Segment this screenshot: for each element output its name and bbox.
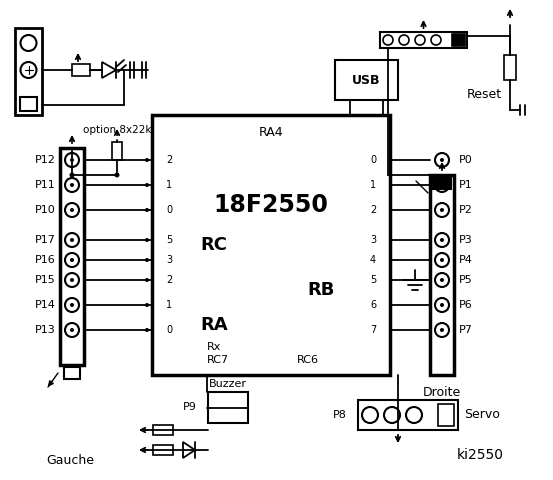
Circle shape (114, 172, 119, 178)
Text: P16: P16 (35, 255, 56, 265)
Circle shape (70, 278, 74, 282)
Circle shape (70, 183, 74, 187)
Circle shape (145, 303, 149, 307)
Text: 0: 0 (166, 325, 172, 335)
Text: RC6: RC6 (297, 355, 319, 365)
Text: P0: P0 (459, 155, 473, 165)
Circle shape (440, 328, 444, 332)
Text: P14: P14 (35, 300, 56, 310)
Text: 5: 5 (166, 235, 172, 245)
Text: P3: P3 (459, 235, 473, 245)
Bar (64, 367, 80, 379)
Text: P8: P8 (333, 410, 347, 420)
Text: 7: 7 (370, 325, 376, 335)
Circle shape (70, 172, 75, 178)
Circle shape (440, 238, 444, 242)
Circle shape (70, 328, 74, 332)
Bar (72, 64, 90, 76)
Bar (153, 445, 173, 455)
Text: RA: RA (200, 316, 228, 334)
Bar (208, 392, 248, 423)
Text: P4: P4 (459, 255, 473, 265)
Text: RC: RC (200, 236, 227, 254)
Text: P1: P1 (459, 180, 473, 190)
Text: 3: 3 (370, 235, 376, 245)
Text: 0: 0 (370, 155, 376, 165)
Text: 1: 1 (166, 300, 172, 310)
Text: P12: P12 (35, 155, 56, 165)
Text: P2: P2 (459, 205, 473, 215)
Circle shape (440, 183, 444, 187)
Bar (504, 55, 516, 80)
Circle shape (440, 208, 444, 212)
Circle shape (145, 208, 149, 212)
Text: Gauche: Gauche (46, 454, 94, 467)
Circle shape (145, 328, 149, 332)
Circle shape (70, 303, 74, 307)
Text: RA4: RA4 (259, 127, 283, 140)
Bar (15, 28, 42, 115)
Text: RC7: RC7 (207, 355, 229, 365)
Text: P7: P7 (459, 325, 473, 335)
Text: 6: 6 (370, 300, 376, 310)
Text: 1: 1 (166, 180, 172, 190)
Text: Servo: Servo (464, 408, 500, 421)
Text: 4: 4 (370, 255, 376, 265)
Bar (335, 60, 398, 100)
Bar (452, 34, 465, 46)
Bar (60, 148, 84, 365)
Circle shape (145, 183, 149, 187)
Text: P6: P6 (459, 300, 473, 310)
Text: 18F2550: 18F2550 (213, 193, 328, 217)
Text: P10: P10 (35, 205, 56, 215)
Text: 2: 2 (370, 205, 376, 215)
Bar (438, 404, 454, 426)
Text: 1: 1 (370, 180, 376, 190)
Text: Buzzer: Buzzer (209, 379, 247, 389)
Text: 0: 0 (166, 205, 172, 215)
Bar (380, 32, 467, 48)
Text: 3: 3 (166, 255, 172, 265)
Bar (153, 425, 173, 435)
Circle shape (145, 238, 149, 242)
Bar (20, 97, 37, 111)
Circle shape (70, 238, 74, 242)
Text: P11: P11 (35, 180, 56, 190)
Circle shape (70, 158, 74, 162)
Bar (433, 177, 451, 189)
Text: Droite: Droite (423, 386, 461, 399)
Text: RB: RB (307, 281, 335, 299)
Circle shape (70, 258, 74, 262)
Text: 5: 5 (370, 275, 376, 285)
Circle shape (440, 258, 444, 262)
Text: 2: 2 (166, 275, 172, 285)
Text: P5: P5 (459, 275, 473, 285)
Bar (112, 142, 122, 160)
Circle shape (440, 158, 444, 162)
Bar (430, 175, 454, 375)
Text: 2: 2 (166, 155, 172, 165)
Text: ki2550: ki2550 (456, 448, 503, 462)
Text: P15: P15 (35, 275, 56, 285)
Text: Reset: Reset (467, 88, 502, 101)
Text: option 8x22k: option 8x22k (83, 125, 152, 135)
Bar (358, 400, 458, 430)
Circle shape (145, 258, 149, 262)
Text: P17: P17 (35, 235, 56, 245)
Text: P13: P13 (35, 325, 56, 335)
Circle shape (440, 278, 444, 282)
Bar (152, 115, 390, 375)
Text: P9: P9 (183, 403, 197, 412)
Circle shape (145, 158, 149, 162)
Circle shape (145, 278, 149, 282)
Text: Rx: Rx (207, 342, 221, 352)
Circle shape (70, 208, 74, 212)
Circle shape (440, 303, 444, 307)
Text: USB: USB (352, 73, 381, 86)
